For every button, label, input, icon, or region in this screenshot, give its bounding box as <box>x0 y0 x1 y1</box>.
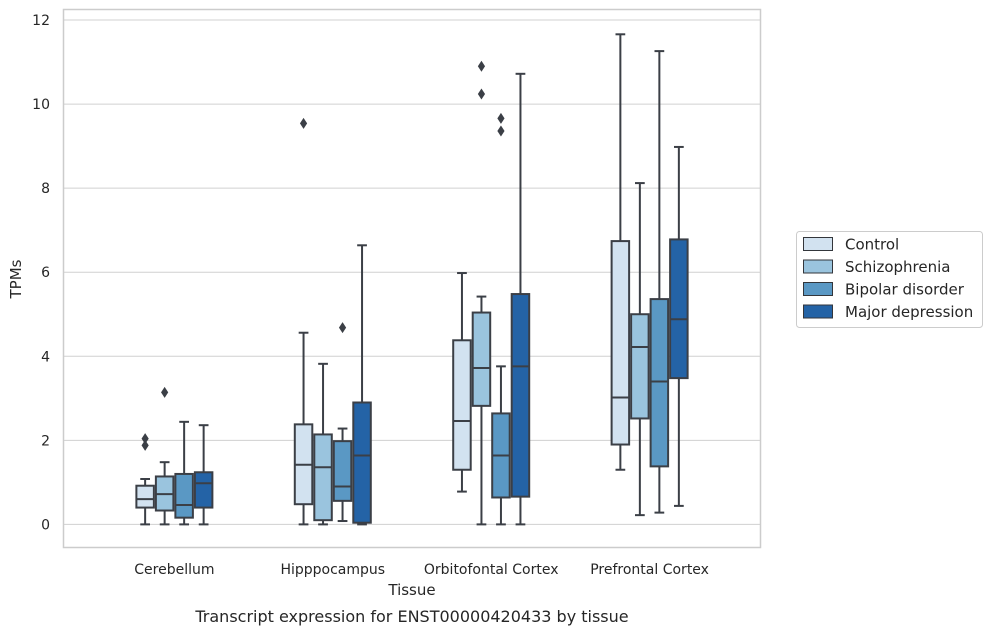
plot-frame <box>62 8 762 549</box>
x-tick-label: Prefrontal Cortex <box>590 562 709 578</box>
y-tick-label: 0 <box>41 517 50 533</box>
box-body <box>510 293 531 498</box>
legend-label: Schizophrenia <box>845 258 950 276</box>
chart-caption: Transcript expression for ENST0000042043… <box>194 607 628 626</box>
box <box>135 433 155 526</box>
legend-swatch <box>803 304 833 319</box>
box-body <box>174 472 194 519</box>
box-body <box>313 433 333 522</box>
x-axis-label: Tissue <box>387 581 435 599</box>
boxes <box>135 33 689 526</box>
box <box>510 72 531 526</box>
x-tick-label: Orbitofontal Cortex <box>424 562 559 578</box>
outlier-point <box>497 112 505 124</box>
y-tick-label: 6 <box>41 265 50 281</box>
legend-frame <box>796 231 983 328</box>
y-tick-label: 2 <box>41 433 50 449</box>
legend-swatch <box>803 282 833 296</box>
legend-label: Control <box>845 236 899 254</box>
box-body <box>332 440 353 502</box>
box <box>313 362 333 526</box>
box <box>610 33 631 471</box>
box <box>154 386 175 526</box>
y-tick-label: 10 <box>32 97 50 113</box>
y-tick-label: 8 <box>41 181 50 197</box>
y-tick-label: 4 <box>41 349 50 365</box>
outlier-point <box>477 88 486 100</box>
box-body <box>193 471 214 509</box>
box-body <box>630 313 650 420</box>
box <box>491 112 511 526</box>
box <box>452 272 472 493</box>
box-body <box>649 298 670 468</box>
box <box>630 182 650 517</box>
box-body <box>452 339 472 471</box>
x-tick-label: Hipppocampus <box>280 562 385 578</box>
box <box>649 50 670 514</box>
legend-swatch <box>803 259 833 274</box>
y-axis-label: TPMs <box>7 259 25 299</box>
x-tick-labels: Cerebellum Hipppocampus Orbitofontal Corte… <box>134 562 709 578</box>
y-tick-label: 12 <box>32 13 50 29</box>
box-body <box>610 240 631 446</box>
box-body <box>352 401 372 524</box>
box <box>669 145 689 507</box>
box <box>471 60 492 526</box>
gridlines <box>63 19 761 525</box>
outlier-point <box>141 433 149 445</box>
box-body <box>135 484 155 509</box>
box <box>293 117 314 526</box>
box <box>352 244 372 526</box>
box-body <box>471 311 492 407</box>
box <box>174 420 194 526</box>
x-tick-label: Cerebellum <box>134 562 214 578</box>
box <box>332 322 353 523</box>
outlier-point <box>497 125 505 137</box>
legend: Control Schizophrenia Bipolar disorder Majo… <box>796 231 983 328</box>
legend-swatch <box>803 237 833 251</box>
outlier-point <box>338 322 347 334</box>
outlier-point <box>477 60 486 72</box>
outlier-point <box>299 117 308 129</box>
outlier-point <box>141 439 149 451</box>
outlier-point <box>161 386 169 398</box>
legend-label: Bipolar disorder <box>845 281 965 299</box>
y-tick-labels: 0 2 4 6 8 10 12 <box>32 13 50 533</box>
box <box>193 424 214 526</box>
box-body <box>669 238 689 380</box>
legend-label: Major depression <box>845 303 973 321</box>
